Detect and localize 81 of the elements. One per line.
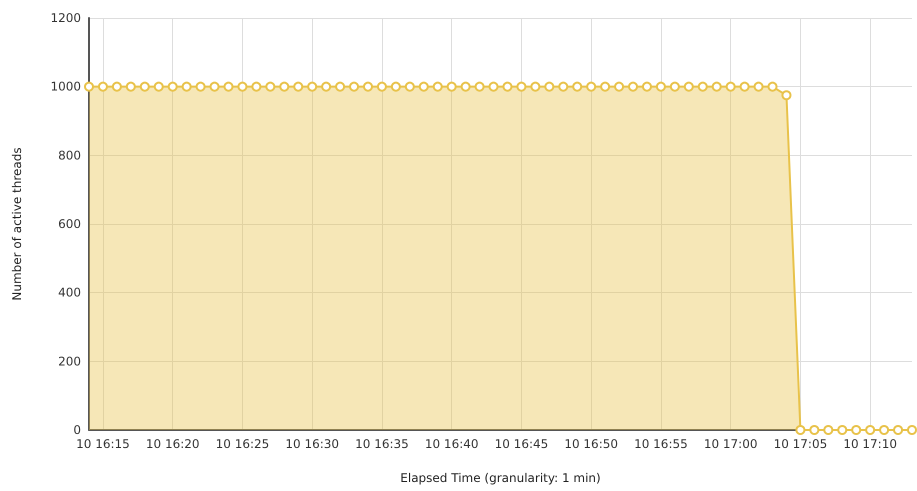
point: [251, 82, 262, 92]
point: [112, 82, 122, 92]
point: [154, 82, 164, 92]
point: [210, 82, 220, 92]
x-tick-label: 10 16:35: [355, 437, 409, 451]
point: [712, 82, 722, 92]
point: [446, 82, 457, 92]
point: [196, 82, 206, 92]
point: [237, 82, 248, 92]
point: [126, 82, 136, 92]
y-tick-label: 200: [58, 354, 81, 368]
point: [907, 425, 917, 435]
y-tick-label: 400: [58, 286, 81, 300]
point: [390, 82, 401, 92]
point: [460, 82, 471, 92]
point: [600, 82, 610, 92]
point: [865, 425, 876, 435]
point: [265, 82, 276, 92]
point: [321, 82, 332, 92]
point: [432, 82, 443, 92]
point: [84, 82, 94, 92]
point: [140, 82, 150, 92]
point: [670, 82, 680, 92]
point: [279, 82, 290, 92]
y-tick-label: 1000: [50, 80, 81, 94]
point: [614, 82, 624, 92]
point: [502, 82, 512, 92]
point: [335, 82, 346, 92]
point: [516, 82, 526, 92]
x-tick-label: 10 16:20: [146, 437, 200, 451]
x-tick-label: 10 16:55: [634, 437, 688, 451]
x-tick-label: 10 17:00: [704, 437, 758, 451]
x-tick-label: 10 16:25: [216, 437, 270, 451]
x-tick-label: 10 16:30: [285, 437, 340, 451]
point: [168, 82, 178, 92]
point: [307, 82, 318, 92]
point: [293, 82, 304, 92]
point: [628, 82, 638, 92]
point: [418, 82, 429, 92]
point: [726, 82, 736, 92]
point: [376, 82, 387, 92]
point: [837, 425, 848, 435]
point: [224, 82, 234, 92]
point: [404, 82, 415, 92]
x-tick-label: 10 16:15: [76, 437, 130, 451]
point: [362, 82, 373, 92]
point: [781, 90, 792, 100]
point: [488, 82, 499, 92]
y-tick-label: 600: [58, 217, 81, 231]
point: [98, 82, 108, 92]
point: [656, 82, 666, 92]
point: [684, 82, 694, 92]
y-axis-title: Number of active threads: [10, 147, 24, 301]
x-tick-label: 10 17:10: [843, 437, 897, 451]
x-tick-label: 10 16:45: [494, 437, 548, 451]
point: [474, 82, 485, 92]
point: [642, 82, 652, 92]
x-tick-label: 10 16:50: [564, 437, 618, 451]
y-tick-label: 1200: [50, 11, 81, 25]
point: [544, 82, 554, 92]
point: [893, 425, 904, 435]
point: [349, 82, 360, 92]
point: [879, 425, 890, 435]
x-axis-title: Elapsed Time (granularity: 1 min): [400, 471, 601, 485]
point: [768, 82, 778, 92]
point: [740, 82, 750, 92]
x-tick-label: 10 17:05: [774, 437, 828, 451]
x-tick-label: 10 16:40: [424, 437, 479, 451]
point: [698, 82, 708, 92]
point: [823, 425, 834, 435]
point: [530, 82, 540, 92]
point: [586, 82, 596, 92]
point: [754, 82, 764, 92]
point: [851, 425, 862, 435]
y-tick-label: 0: [73, 423, 81, 437]
point: [795, 425, 806, 435]
point: [182, 82, 192, 92]
y-tick-label: 800: [58, 148, 81, 162]
point: [558, 82, 568, 92]
point: [572, 82, 582, 92]
point: [809, 425, 820, 435]
